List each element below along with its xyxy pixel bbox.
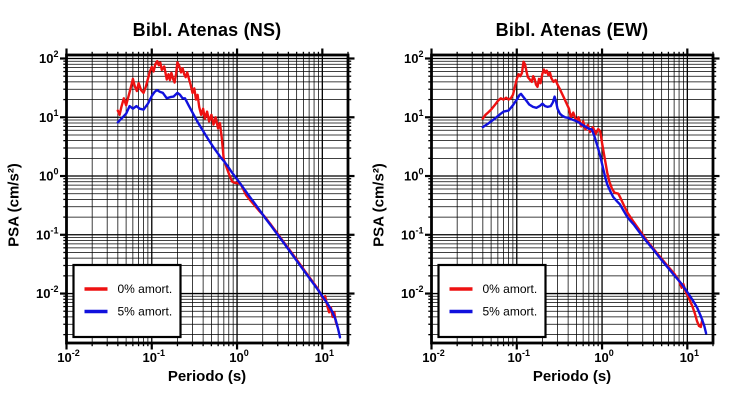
psa-spectrum-plot-ns: 0% amort.5% amort.10-2 10-1 100 10110210110…	[36, 48, 355, 365]
legend-label: 0% amort.	[118, 282, 173, 296]
x-tick-label: 10-1	[508, 348, 530, 365]
y-tick-label: 101	[404, 108, 423, 125]
y-tick-label: 10-2	[36, 284, 58, 301]
series-line-5pct	[481, 92, 708, 335]
y-axis-label: PSA (cm/s²)	[5, 163, 23, 247]
y-tick-label: 100	[404, 167, 423, 184]
series-group	[481, 60, 708, 335]
x-axis-label: Periodo (s)	[532, 368, 612, 385]
series-group	[116, 60, 342, 339]
x-tick-label: 10-2	[422, 348, 444, 365]
plot-frame	[430, 53, 715, 345]
y-tick-label: 102	[404, 49, 423, 66]
series-line-5pct	[116, 88, 342, 339]
tick-labels: 10-2 10-1 100 101 102 101 100 10-1 10-2	[36, 49, 334, 365]
chart-title-ew: Bibl. Atenas (EW)	[495, 20, 649, 40]
plot-frame	[65, 53, 350, 345]
chart-panel-ew: 0% amort. 5% amort. 10-2 10-1 100 101 102 101 10…	[365, 0, 730, 400]
x-tick-label: 101	[315, 348, 334, 365]
legend-box	[72, 263, 182, 339]
x-axis-label: Periodo (s)	[167, 368, 247, 385]
x-tick-label: 100	[594, 348, 613, 365]
psa-spectrum-plot-ew: 0% amort.5% amort.10-2 10-1 100 10110210110…	[401, 48, 720, 365]
y-axis-label: PSA (cm/s²)	[370, 163, 388, 247]
legend: 0% amort. 5% amort.	[437, 263, 547, 339]
chart-panel-ns: 0% amort. 5% amort. 10-2 10-1 100 101 102 101 10…	[5, 20, 355, 385]
legend: 0% amort. 5% amort.	[72, 263, 182, 339]
grid-lines	[65, 55, 349, 343]
y-tick-label: 100	[39, 167, 58, 184]
y-tick-label: 10-1	[401, 225, 423, 242]
y-tick-label: 102	[39, 49, 58, 66]
x-tick-label: 10-1	[143, 348, 165, 365]
legend-label: 5% amort.	[483, 305, 538, 319]
tick-labels: 10-2 10-1 100 101 102 101 100 10-1 10-2	[401, 49, 699, 365]
y-tick-label: 101	[39, 108, 58, 125]
y-tick-label: 10-2	[401, 284, 423, 301]
chart-title-ns: Bibl. Atenas (NS)	[132, 20, 282, 40]
y-tick-label: 10-1	[36, 225, 58, 242]
legend-label: 0% amort.	[483, 282, 538, 296]
legend-label: 5% amort.	[118, 305, 173, 319]
x-tick-label: 101	[680, 348, 699, 365]
x-tick-label: 100	[229, 348, 248, 365]
legend-box	[437, 263, 547, 339]
x-tick-label: 10-2	[57, 348, 79, 365]
